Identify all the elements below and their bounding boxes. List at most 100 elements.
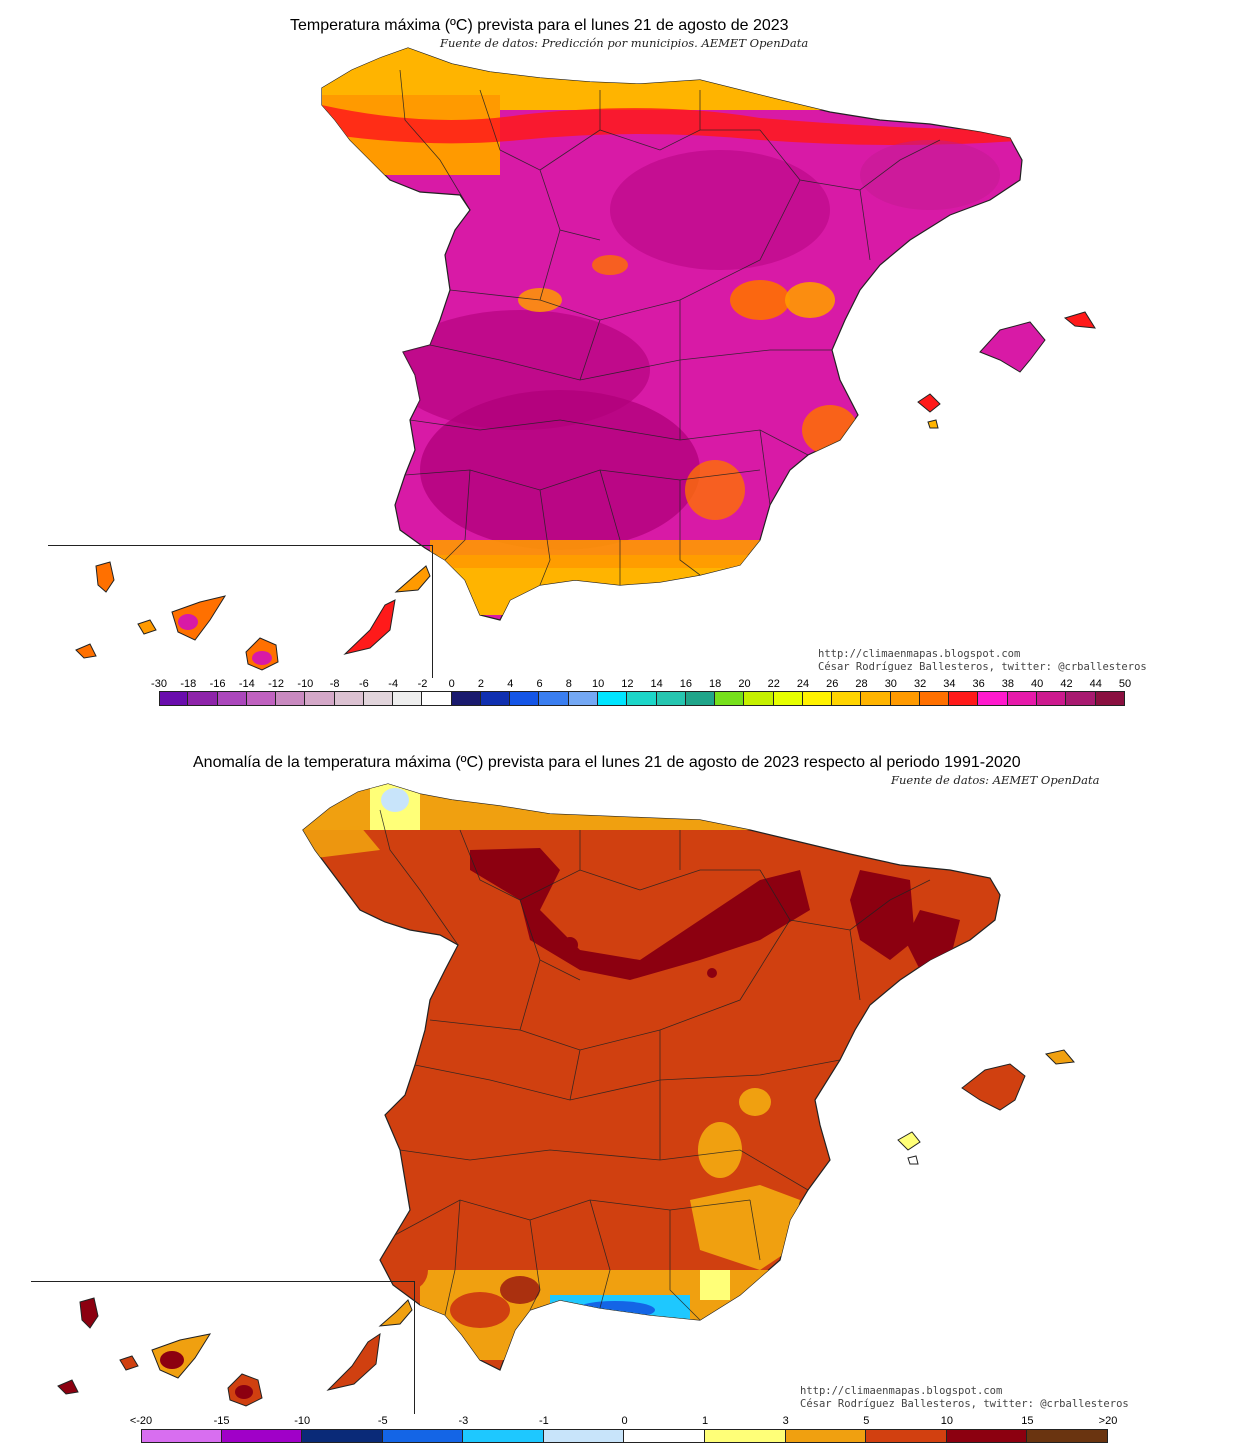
max-temp-legend-tick: 44 [1089, 678, 1102, 690]
anomaly-legend-tick: -15 [213, 1415, 230, 1427]
anomaly-colorbar-cell [221, 1429, 303, 1443]
max-temp-legend-tick: -6 [359, 678, 369, 690]
max-temp-colorbar-cell [480, 691, 511, 706]
anomaly-colorbar-cell [705, 1429, 786, 1443]
credit-blog-url: http://climaenmapas.blogspot.com [818, 648, 1021, 660]
max-temp-legend-tick: 8 [565, 678, 572, 690]
max-temp-legend-tick: 16 [679, 678, 693, 690]
max-temp-title: Temperatura máxima (ºC) prevista para el… [290, 17, 789, 34]
max-temp-legend-tick: -2 [417, 678, 428, 690]
anomaly-panel: Anomalía de la temperatura máxima (ºC) p… [0, 730, 1243, 1454]
max-temp-colorbar-cell [597, 691, 628, 706]
max-temp-legend-tick: 28 [855, 678, 868, 690]
balearic-islands-anomaly [897, 1049, 1075, 1165]
max-temp-colorbar-cell [685, 691, 716, 706]
anomaly-colorbar-cell [785, 1429, 867, 1443]
anomaly-legend-tick: 5 [863, 1415, 870, 1427]
anomaly-legend-tick: 0 [621, 1415, 628, 1427]
max-temp-subtitle: Fuente de datos: Predicción por municipi… [440, 36, 809, 50]
max-temp-colorbar-cell [539, 691, 569, 706]
max-temp-legend-tick: 50 [1118, 678, 1132, 690]
max-temp-legend-tick: 2 [477, 678, 485, 690]
anomaly-colorbar-cell [543, 1429, 625, 1443]
anomaly-colorbar-cell [1027, 1429, 1108, 1443]
max-temp-colorbar-cell [802, 691, 833, 706]
max-temp-legend-tick: 34 [943, 678, 956, 690]
max-temp-legend-tick: 14 [650, 678, 663, 690]
max-temp-legend-tick: 12 [621, 678, 634, 690]
anomaly-colorbar-cell [302, 1429, 383, 1443]
anomaly-legend-tick: 10 [940, 1415, 953, 1427]
max-temp-colorbar-cell [393, 691, 423, 706]
anomaly-colorbar-cell [624, 1429, 706, 1443]
anomaly-legend-tick: <-20 [129, 1415, 153, 1427]
anomaly-legend-tick: 15 [1021, 1415, 1034, 1427]
anomaly-legend-tick: -3 [458, 1415, 469, 1427]
max-temp-legend-ticks: -30 -18 -16 -14 -12 -10 -8 -6 -4 -2 0 2 4 6 8 10 12 14 16 1… [151, 678, 1131, 692]
max-temp-legend-tick: 42 [1060, 678, 1073, 690]
anomaly-legend-ticks: <-20 -15 -10 -5 -3 -1 0 1 3 5 10 15 >20 [130, 1415, 1118, 1429]
anomaly-subtitle: Fuente de datos: AEMET OpenData [891, 773, 1100, 787]
balearic-islands-max [917, 311, 1096, 429]
max-temp-legend-tick: 24 [796, 678, 810, 690]
max-temp-legend-tick: 22 [767, 678, 780, 690]
max-temp-legend-tick: -4 [388, 678, 399, 690]
max-temp-legend-tick: -14 [238, 678, 255, 690]
anomaly-legend-tick: -5 [377, 1415, 388, 1427]
canary-inset-frame [48, 545, 433, 678]
anomaly-colorbar-cell [382, 1429, 464, 1443]
max-temp-legend-tick: 32 [913, 678, 927, 690]
max-temp-legend-tick: 0 [448, 678, 455, 690]
max-temp-colorbar-cell [715, 691, 745, 706]
max-temp-colorbar-cell [978, 691, 1008, 706]
max-temp-colorbar [159, 691, 1125, 706]
anomaly-legend-tick: 1 [702, 1415, 709, 1427]
anomaly-colorbar-cell [866, 1429, 947, 1443]
canary-inset-frame-anomaly [31, 1281, 415, 1414]
max-temp-colorbar-cell [305, 691, 335, 706]
anomaly-colorbar-cell [463, 1429, 544, 1443]
max-temp-colorbar-cell [919, 691, 950, 706]
max-temp-colorbar-cell [656, 691, 686, 706]
max-temp-colorbar-cell [217, 691, 247, 706]
credit-author: César Rodríguez Ballesteros, twitter: @c… [818, 661, 1147, 673]
max-temp-legend-tick: -16 [209, 678, 226, 690]
max-temp-legend-tick: 20 [738, 678, 751, 690]
max-temp-colorbar-cell [1036, 691, 1067, 706]
anomaly-legend-tick: -10 [294, 1415, 311, 1427]
canary-islands-anomaly [57, 1297, 413, 1407]
max-temp-legend-tick: 4 [507, 678, 514, 690]
max-temp-legend-tick: 26 [826, 678, 839, 690]
anomaly-legend-tick: 3 [782, 1415, 789, 1427]
max-temp-legend-tick: 36 [972, 678, 985, 690]
max-temp-colorbar-cell [276, 691, 306, 706]
max-temp-panel: Temperatura máxima (ºC) prevista para el… [48, 17, 1147, 706]
canary-islands-max [75, 561, 431, 671]
anomaly-title: Anomalía de la temperatura máxima (ºC) p… [193, 754, 1021, 771]
anomaly-colorbar-cell [946, 1429, 1028, 1443]
max-temp-legend-tick: 18 [709, 678, 722, 690]
max-temp-legend-tick: -10 [297, 678, 314, 690]
max-temp-legend-tick: -8 [329, 678, 340, 690]
max-temp-colorbar-cell [422, 691, 452, 706]
max-temp-colorbar-cell [188, 691, 218, 706]
max-temp-map [75, 47, 1096, 671]
max-temp-colorbar-cell [510, 691, 540, 706]
max-temp-colorbar-cell [159, 691, 189, 706]
anomaly-colorbar [141, 1429, 1108, 1443]
max-temp-colorbar-cell [246, 691, 277, 706]
max-temp-legend-tick: 40 [1031, 678, 1044, 690]
max-temp-colorbar-cell [1066, 691, 1096, 706]
max-temp-legend-tick: 30 [884, 678, 897, 690]
credit-blog-url-anomaly: http://climaenmapas.blogspot.com [800, 1385, 1003, 1397]
max-temp-colorbar-cell [832, 691, 862, 706]
max-temp-legend-tick: 6 [536, 678, 543, 690]
max-temp-legend-tick: -30 [151, 678, 167, 690]
credit-author-anomaly: César Rodríguez Ballesteros, twitter: @c… [800, 1398, 1129, 1410]
max-temp-colorbar-cell [1095, 691, 1125, 706]
max-temp-colorbar-cell [568, 691, 598, 706]
max-temp-colorbar-cell [363, 691, 394, 706]
anomaly-colorbar-cell [141, 1429, 222, 1443]
max-temp-colorbar-cell [451, 691, 481, 706]
max-temp-legend-tick: 38 [1001, 678, 1015, 690]
